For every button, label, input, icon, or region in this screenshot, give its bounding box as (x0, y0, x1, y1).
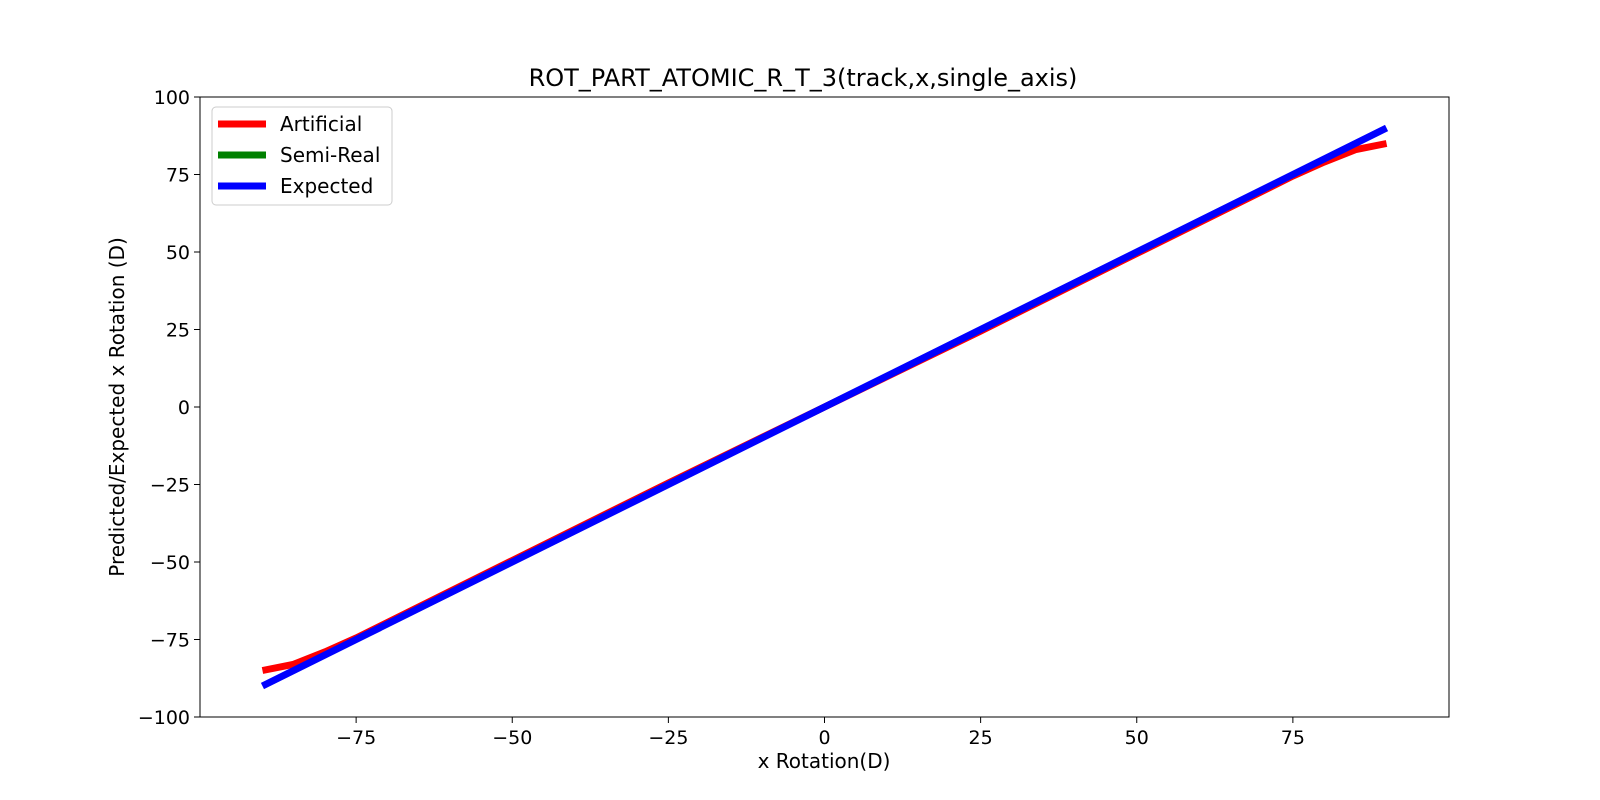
x-tick-label: 0 (818, 727, 830, 749)
chart-title: ROT_PART_ATOMIC_R_T_3(track,x,single_axi… (529, 64, 1078, 92)
series-line-expected (260, 124, 1389, 690)
y-tick-label: 100 (154, 87, 190, 109)
legend-label-expected: Expected (280, 174, 373, 198)
legend-label-semi-real: Semi-Real (280, 143, 380, 167)
legend-label-artificial: Artificial (280, 112, 362, 136)
y-tick-label: −25 (150, 475, 190, 497)
x-axis-label: x Rotation(D) (758, 749, 891, 773)
y-tick-label: −75 (150, 630, 190, 652)
x-tick-label: −50 (492, 727, 532, 749)
y-axis: −100 −75 −50 −25 0 25 50 75 100 (138, 87, 200, 729)
x-axis: −75 −50 −25 0 25 50 75 (336, 717, 1305, 749)
y-tick-label: 50 (166, 242, 190, 264)
y-axis-label: Predicted/Expected x Rotation (D) (105, 237, 129, 577)
y-tick-label: 75 (166, 165, 190, 187)
x-tick-label: −75 (336, 727, 376, 749)
legend: Artificial Semi-Real Expected (211, 106, 393, 206)
x-tick-label: 50 (1125, 727, 1149, 749)
x-tick-label: 25 (969, 727, 993, 749)
legend-box (211, 106, 393, 206)
y-tick-label: 0 (178, 397, 190, 419)
y-tick-label: 25 (166, 320, 190, 342)
x-tick-label: −25 (648, 727, 688, 749)
x-tick-label: 75 (1281, 727, 1305, 749)
series-layer (260, 124, 1389, 690)
y-tick-label: −50 (150, 552, 190, 574)
y-tick-label: −100 (138, 707, 190, 729)
